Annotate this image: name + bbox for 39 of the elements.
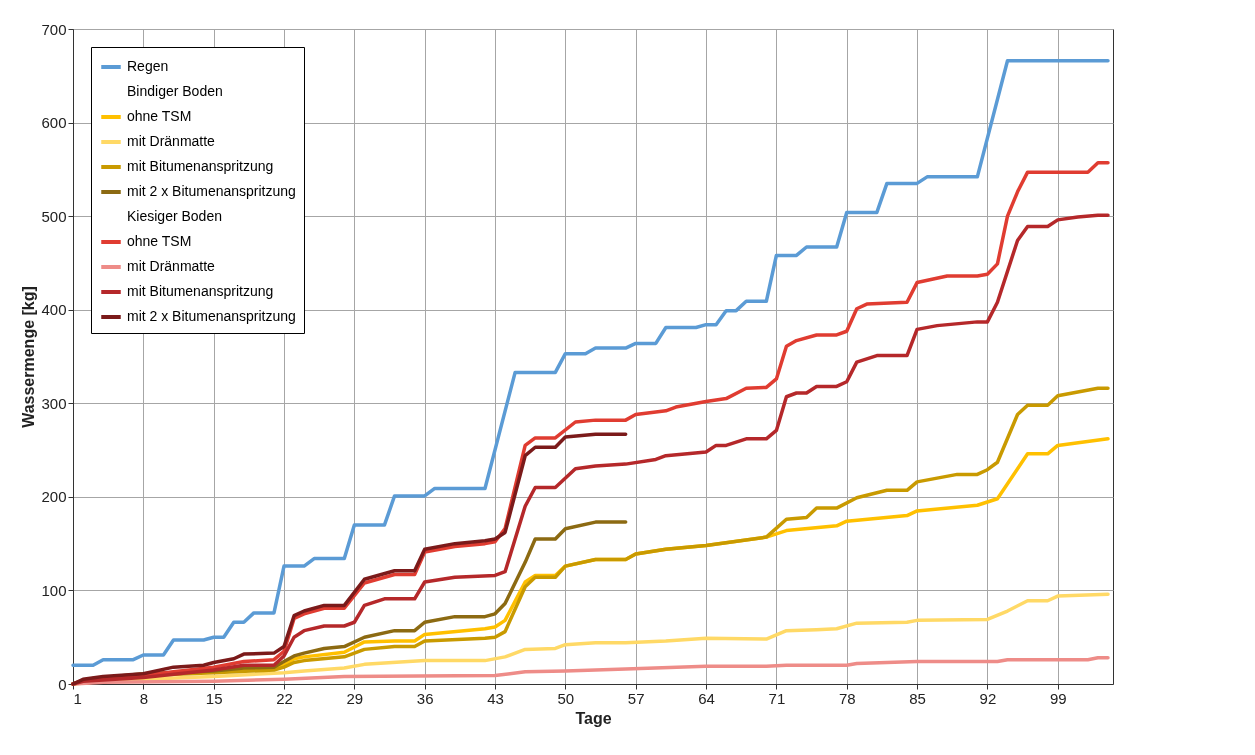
x-tick-label: 1 — [73, 689, 82, 707]
legend-label: mit 2 x Bitumenanspritzung — [127, 308, 296, 324]
x-tick-label: 64 — [698, 689, 715, 707]
y-axis-title: Wassermenge [kg] — [20, 286, 38, 428]
annotation: Bindiger Boden — [127, 83, 223, 99]
y-tick-label: 700 — [41, 20, 67, 38]
legend-label: Regen — [127, 58, 169, 74]
y-tick-label: 300 — [41, 394, 67, 412]
legend-label: mit Bitumenanspritzung — [127, 158, 274, 174]
y-tick-label: 400 — [41, 301, 67, 319]
x-tick-label: 99 — [1049, 689, 1067, 707]
annotation: Kiesiger Boden — [127, 208, 222, 224]
x-tick-label: 29 — [346, 689, 364, 707]
y-tick-label: 200 — [41, 488, 67, 506]
x-axis-title: Tage — [575, 709, 612, 727]
x-tick-label: 57 — [627, 689, 645, 707]
y-tick-label: 0 — [58, 675, 67, 693]
x-tick-label: 43 — [487, 689, 504, 707]
x-tick-label: 71 — [768, 689, 786, 707]
x-tick-label: 50 — [557, 689, 575, 707]
legend-label: ohne TSM — [127, 108, 192, 124]
y-tick-label: 500 — [41, 207, 67, 225]
x-tick-label: 85 — [909, 689, 926, 707]
legend-label: mit Bitumenanspritzung — [127, 283, 274, 299]
y-tick-label: 600 — [41, 114, 67, 132]
x-tick-label: 22 — [276, 689, 293, 707]
x-tick-label: 36 — [416, 689, 434, 707]
x-tick-label: 8 — [139, 689, 149, 707]
x-tick-label: 78 — [838, 689, 856, 707]
legend-label: ohne TSM — [127, 233, 192, 249]
x-tick-label: 92 — [979, 689, 997, 707]
line-series — [71, 656, 1110, 686]
line-series — [71, 432, 628, 686]
legend-label: mit Dränmatte — [127, 258, 216, 274]
legend-label: mit 2 x Bitumenanspritzung — [127, 183, 296, 199]
legend-label: mit Dränmatte — [127, 133, 216, 149]
line-series — [71, 59, 1110, 668]
x-tick-label: 15 — [205, 689, 223, 707]
y-tick-label: 100 — [41, 581, 67, 599]
